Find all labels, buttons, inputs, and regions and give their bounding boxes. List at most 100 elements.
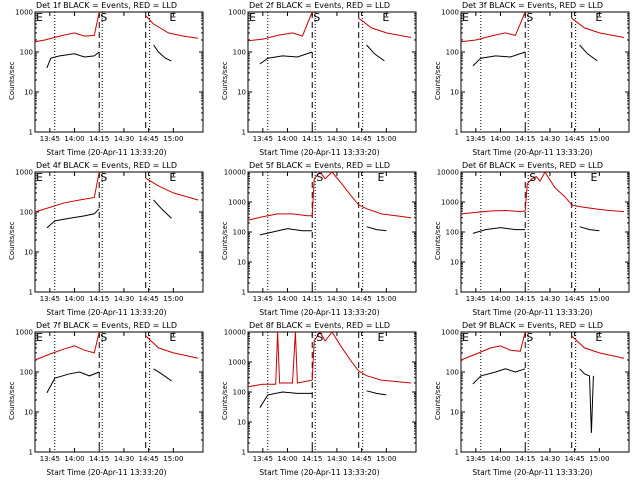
y-tick-label: 1: [455, 449, 459, 457]
plot-frame: [34, 331, 204, 453]
marker-label: S: [100, 331, 107, 344]
lld-line: [571, 335, 625, 359]
plot-frame: [247, 331, 417, 453]
x-tick-label: 14:15: [302, 295, 322, 303]
y-tick-label: 100: [446, 49, 459, 57]
y-tick-label: 1000: [228, 9, 246, 17]
plot-area: 1 10 100 1000 13:45 14:00 14:15 14:30 14:45 15:00…: [441, 9, 630, 143]
y-tick-label: 10: [450, 259, 459, 267]
y-tick-label: 100: [233, 49, 246, 57]
panel-title: Det 3f BLACK = Events, RED = LLD: [461, 1, 604, 10]
plot-area: 1 10 100 1000 10000 13:45 14:00 14:15 14:30 14:45…: [437, 169, 630, 303]
y-tick-label: 1: [242, 129, 246, 137]
x-tick-label: 15:00: [589, 295, 609, 303]
marker-label: S: [313, 11, 320, 24]
lld-line: [145, 177, 199, 201]
y-tick-label: 10000: [224, 329, 246, 337]
plot-area: 1 10 100 1000 13:45 14:00 14:15 14:30 14:45 15:00…: [15, 9, 204, 143]
events-line: [366, 226, 387, 232]
lld-line: [247, 331, 412, 388]
x-tick-label: 14:30: [327, 135, 347, 143]
y-tick-label: 1: [455, 129, 459, 137]
plot-area: 1 10 100 1000 13:45 14:00 14:15 14:30 14:45 15:00…: [228, 9, 417, 143]
x-tick-label: 14:30: [327, 455, 347, 463]
plot-area: 1 10 100 1000 13:45 14:00 14:15 14:30 14:45 15:00…: [15, 329, 204, 463]
x-tick-label: 14:00: [277, 455, 297, 463]
events-line: [366, 390, 387, 396]
marker-label: E: [377, 171, 384, 184]
detector-panel-1: Det 1f BLACK = Events, RED = LLD Start Ti…: [0, 0, 213, 160]
x-tick-label: 14:00: [277, 295, 297, 303]
lld-line: [145, 335, 199, 359]
lld-line: [34, 331, 100, 361]
panel-title: Det 4f BLACK = Events, RED = LLD: [35, 161, 178, 170]
x-tick-label: 14:30: [114, 295, 134, 303]
x-tick-label: 14:45: [352, 455, 372, 463]
panel-title: Det 2f BLACK = Events, RED = LLD: [248, 1, 391, 10]
y-tick-label: 10000: [437, 169, 459, 177]
x-tick-label: 14:00: [490, 295, 510, 303]
y-tick-label: 100: [233, 389, 246, 397]
x-tick-label: 13:45: [253, 295, 273, 303]
marker-label: E: [462, 11, 469, 24]
y-tick-label: 1000: [15, 329, 33, 337]
events-line: [366, 44, 385, 62]
x-tick-label: 14:00: [490, 455, 510, 463]
marker-label: E: [169, 171, 176, 184]
x-tick-label: 13:45: [40, 135, 60, 143]
y-tick-label: 1000: [441, 329, 459, 337]
y-tick-label: 1: [29, 129, 33, 137]
x-tick-label: 14:45: [352, 295, 372, 303]
y-tick-label: 1000: [228, 359, 246, 367]
x-axis-label: Start Time (20-Apr-11 13:33:20): [46, 308, 167, 317]
events-line: [472, 51, 526, 67]
y-tick-label: 10: [450, 409, 459, 417]
x-tick-label: 14:45: [139, 135, 159, 143]
lld-line: [358, 17, 412, 38]
x-tick-label: 15:00: [376, 455, 396, 463]
plot-area: 1 10 100 1000 10000 13:45 14:00 14:15 14:30 14:45…: [224, 169, 417, 303]
y-tick-label: 100: [20, 49, 33, 57]
x-tick-label: 15:00: [589, 135, 609, 143]
x-tick-label: 13:45: [466, 295, 486, 303]
lld-line: [247, 171, 412, 221]
plot-frame: [247, 11, 417, 133]
y-tick-label: 1000: [441, 9, 459, 17]
marker-label: S: [100, 11, 107, 24]
x-tick-label: 14:15: [515, 455, 535, 463]
panel-title: Det 5f BLACK = Events, RED = LLD: [248, 161, 391, 170]
y-tick-label: 100: [20, 369, 33, 377]
plot-frame: [460, 171, 630, 293]
x-tick-label: 14:30: [114, 135, 134, 143]
y-tick-label: 1000: [228, 199, 246, 207]
x-tick-label: 14:15: [302, 135, 322, 143]
y-tick-label: 100: [446, 229, 459, 237]
x-tick-label: 14:00: [64, 135, 84, 143]
marker-label: E: [169, 11, 176, 24]
panel-title: Det 6f BLACK = Events, RED = LLD: [461, 161, 604, 170]
y-tick-label: 100: [233, 229, 246, 237]
events-line: [153, 368, 172, 382]
lld-line: [145, 15, 199, 39]
x-tick-label: 14:00: [64, 455, 84, 463]
detector-panel-3: Det 3f BLACK = Events, RED = LLD Start Ti…: [426, 0, 639, 160]
lld-line: [34, 11, 100, 43]
events-line: [472, 227, 526, 234]
lld-line: [34, 171, 100, 213]
detector-panel-8: Det 8f BLACK = Events, RED = LLD Start Ti…: [213, 320, 426, 480]
x-tick-label: 14:15: [89, 135, 109, 143]
x-axis-label: Start Time (20-Apr-11 13:33:20): [259, 468, 380, 477]
marker-label: S: [526, 11, 533, 24]
x-tick-label: 14:15: [515, 135, 535, 143]
marker-label: E: [36, 331, 43, 344]
y-tick-label: 10: [237, 259, 246, 267]
events-line: [153, 199, 172, 219]
x-tick-label: 15:00: [163, 295, 183, 303]
detector-panel-6: Det 6f BLACK = Events, RED = LLD Start Ti…: [426, 160, 639, 320]
x-tick-label: 14:30: [540, 135, 560, 143]
y-tick-label: 10: [237, 419, 246, 427]
x-tick-label: 13:45: [466, 455, 486, 463]
events-line: [46, 371, 100, 394]
panel-title: Det 7f BLACK = Events, RED = LLD: [35, 321, 178, 330]
marker-label: S: [526, 331, 533, 344]
